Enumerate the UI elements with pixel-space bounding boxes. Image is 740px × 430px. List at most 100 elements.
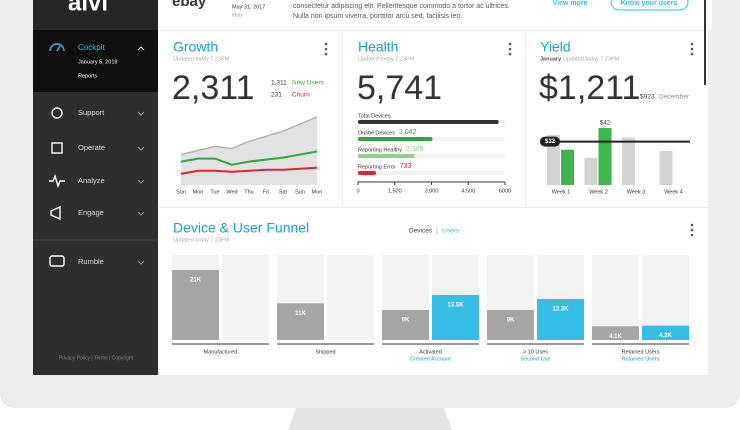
nav-item[interactable]: Operate — [78, 143, 105, 152]
bar — [358, 154, 415, 158]
menu-dot[interactable] — [508, 42, 512, 46]
brand-bar — [33, 0, 158, 30]
legend-toggle[interactable]: Devices — [409, 228, 433, 235]
sidebar-icons — [49, 43, 65, 267]
bar — [561, 149, 574, 185]
menu-dot[interactable] — [690, 228, 694, 232]
bar — [547, 134, 560, 185]
bar-track — [222, 255, 269, 340]
bar-label: Reporting Healthy — [358, 147, 402, 153]
category-sublabel: Created Account — [410, 356, 451, 362]
menu-dot[interactable] — [324, 42, 328, 46]
line — [180, 150, 318, 166]
active-section — [33, 30, 158, 92]
brand: alvi — [68, 0, 108, 16]
x-tick-label: 0 — [356, 188, 359, 194]
bar-label: Online Devices — [358, 130, 395, 136]
icon-cockpit — [56, 45, 61, 52]
comparison-label: December — [659, 94, 690, 101]
x-tick-label: 4,500 — [461, 188, 475, 194]
x-tick-label: Thu — [244, 189, 253, 195]
category-label: Retained Users — [622, 349, 660, 355]
bar — [358, 137, 433, 141]
legend-label: Churn — [292, 92, 310, 99]
nav-item[interactable]: Support — [78, 108, 105, 117]
track — [358, 171, 505, 175]
x-tick-label: Week 2 — [589, 189, 608, 195]
card-title: Health — [358, 39, 398, 55]
menu-dot[interactable] — [690, 223, 694, 227]
bar-track — [592, 255, 639, 340]
chevron — [137, 111, 145, 116]
footer: Privacy Policy | Terms | Copyright — [59, 355, 134, 361]
legend-label: New Users — [292, 80, 325, 87]
menu-dot[interactable] — [324, 52, 328, 56]
button-outline[interactable] — [610, 0, 689, 11]
value-label: 21K — [190, 278, 202, 284]
menu-dot[interactable] — [508, 47, 512, 51]
chevron — [137, 260, 145, 265]
x-tick-label: Sun — [176, 189, 186, 195]
value-label: $42 — [600, 121, 611, 127]
category-label: > 10 Uses — [523, 349, 548, 355]
x-tick-label: Wed — [226, 189, 237, 195]
icon-engage — [50, 205, 61, 221]
chevron — [137, 46, 145, 51]
category-label: Manufactured — [204, 349, 238, 355]
bar — [659, 151, 673, 185]
stat-value: 231 — [271, 92, 282, 99]
value-label: 4.3K — [659, 333, 672, 339]
legend-toggle[interactable]: Users — [442, 228, 460, 235]
x-tick-label: Tue — [210, 189, 219, 195]
card-title: Growth — [173, 39, 218, 55]
line — [180, 166, 318, 175]
value-label: 2,309 — [406, 146, 424, 153]
value-label: 11K — [295, 311, 306, 317]
post-text: Nulla non ipsum viverra, porttitor arcu … — [293, 13, 462, 20]
card-subtitle: Updated today 7:23PM — [173, 237, 230, 243]
nav-item[interactable]: Rumble — [78, 257, 104, 266]
stat-value: 1,311 — [271, 80, 287, 87]
category-sublabel: Retained Users — [622, 356, 660, 362]
nav-item[interactable]: Engage — [78, 208, 104, 217]
nav-active[interactable]: Cockpit — [78, 43, 105, 52]
threshold-label: $32 — [545, 139, 556, 145]
card-subtitle: Updated today 7:23PM — [563, 56, 620, 62]
x-tick-label: Mon — [312, 189, 323, 195]
bar — [642, 325, 689, 340]
nav-item[interactable]: Analyze — [78, 176, 105, 185]
nav-sub[interactable]: Reports — [78, 73, 98, 79]
kpi: $1,211 — [539, 69, 640, 107]
menu-dot[interactable] — [690, 42, 694, 46]
post-date: May 31, 2017 — [232, 4, 265, 10]
button-label[interactable]: Know your users — [621, 0, 678, 7]
bar — [277, 303, 324, 340]
x-tick-label: Sat — [279, 189, 288, 195]
menu-dot[interactable] — [690, 52, 694, 56]
x-tick-label: 6000 — [499, 188, 511, 194]
bar-label: Total Devices — [358, 113, 391, 119]
bar — [598, 128, 612, 185]
post-text: consectetur adipiscing elit. Pellentesqu… — [293, 3, 510, 10]
menu-dot[interactable] — [690, 47, 694, 51]
bar-label: Reporting Error — [358, 164, 396, 170]
value-label: 9K — [507, 318, 515, 324]
value-label: 12.3K — [552, 307, 569, 313]
partner-logo: ebay — [172, 0, 207, 10]
x-tick-label: Fri — [263, 189, 269, 195]
menu-dot[interactable] — [690, 233, 694, 237]
kpi: 2,311 — [172, 69, 255, 107]
monitor-stand — [288, 408, 452, 430]
value-label: 4.1K — [609, 334, 622, 340]
menu-dot[interactable] — [508, 52, 512, 56]
link[interactable]: View more — [553, 0, 588, 7]
card-title: Device & User Funnel — [173, 220, 309, 236]
value-label: 9K — [402, 318, 410, 324]
bar — [432, 295, 479, 340]
menu-dot[interactable] — [324, 47, 328, 51]
bar — [358, 120, 499, 124]
value-label: 3,042 — [399, 129, 417, 136]
period: January — [540, 56, 562, 62]
